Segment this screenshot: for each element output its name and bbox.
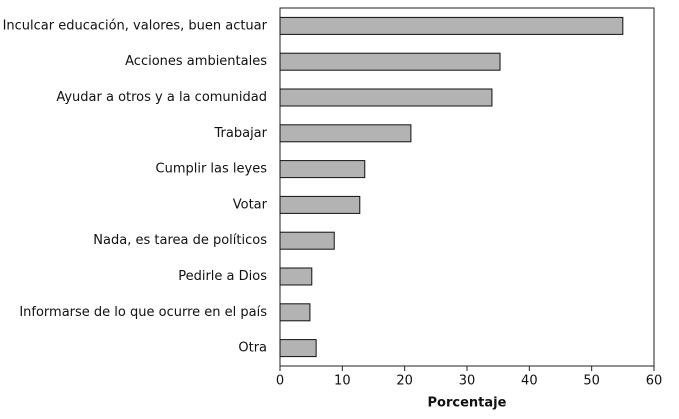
x-tick-label: 50 [583, 374, 600, 389]
x-axis-label: Porcentaje [428, 396, 507, 411]
bar [279, 339, 317, 358]
x-tick-label: 20 [396, 374, 413, 389]
y-tick-label: Informarse de lo que ocurre en el país [19, 305, 267, 320]
y-tick-label: Votar [233, 197, 268, 212]
bar [279, 231, 335, 250]
y-tick-label: Nada, es tarea de políticos [93, 233, 267, 248]
bar [279, 303, 311, 322]
bar [279, 124, 412, 143]
x-tick-label: 30 [459, 374, 476, 389]
bar [279, 160, 366, 179]
y-tick-label: Otra [238, 341, 267, 356]
bar [279, 16, 624, 35]
bar [279, 267, 313, 286]
bar [279, 52, 501, 71]
x-tick-label: 40 [521, 374, 538, 389]
bar [279, 88, 493, 107]
y-tick-label: Cumplir las leyes [156, 162, 268, 177]
x-tick-label: 0 [276, 374, 284, 389]
y-tick-label: Inculcar educación, valores, buen actuar [3, 18, 268, 33]
y-tick-label: Acciones ambientales [125, 54, 267, 69]
y-tick-label: Trabajar [214, 126, 268, 141]
x-tick-label: 60 [646, 374, 663, 389]
x-tick-label: 10 [334, 374, 351, 389]
y-tick-label: Pedirle a Dios [178, 269, 267, 284]
bar [279, 195, 361, 214]
y-tick-label: Ayudar a otros y a la comunidad [56, 90, 267, 105]
